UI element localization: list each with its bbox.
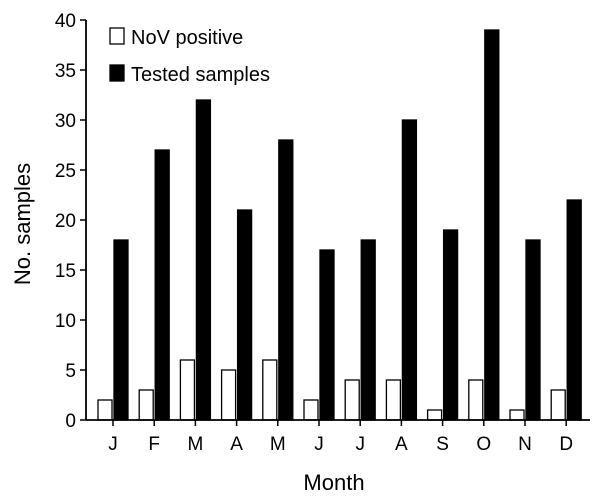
bar-nov-positive	[179, 359, 196, 421]
axes-group: J F M A M J J A S O N D 0 5 10 15 20 25 30 35 40	[55, 11, 590, 455]
bar-tested-samples	[525, 239, 541, 421]
legend-swatch-nov-positive	[109, 27, 125, 45]
bar-tested-samples	[484, 29, 500, 421]
x-tick-label: O	[476, 434, 491, 455]
bar-nov-positive	[220, 369, 237, 421]
x-tick-label: S	[436, 434, 449, 455]
y-axis-title: No. samples	[10, 163, 35, 285]
bar-nov-positive	[303, 399, 319, 421]
bar-nov-positive	[468, 379, 484, 421]
y-tick-label: 15	[55, 261, 76, 282]
x-tick-label: M	[187, 434, 203, 455]
legend: NoV positive Tested samples	[109, 27, 270, 86]
x-tick-label: J	[314, 434, 324, 455]
bar-tested-samples	[236, 209, 253, 421]
bar-nov-positive	[262, 359, 278, 421]
bar-nov-positive	[97, 399, 113, 421]
x-tick-label: J	[108, 434, 118, 455]
bar-tested-samples	[154, 149, 170, 421]
bar-tested-samples	[278, 139, 294, 421]
bar-nov-positive	[426, 409, 443, 421]
bar-tested-samples	[401, 119, 418, 421]
y-tick-label: 40	[55, 11, 76, 32]
x-tick-label: D	[559, 434, 573, 455]
bar-nov-positive	[344, 379, 360, 421]
bar-nov-positive	[550, 389, 566, 421]
y-tick-label: 25	[55, 161, 76, 182]
bar-nov-positive	[138, 389, 154, 421]
x-tick-label: A	[395, 434, 408, 455]
y-tick-label: 35	[55, 61, 76, 82]
x-tick-label: M	[270, 434, 286, 455]
legend-label-tested-samples: Tested samples	[131, 64, 270, 86]
y-tick-label: 10	[55, 311, 76, 332]
legend-swatch-tested-samples	[109, 64, 125, 82]
y-tick-label: 20	[55, 211, 76, 232]
x-tick-label: A	[230, 434, 243, 455]
x-tick-label: F	[148, 434, 160, 455]
x-tick-label: J	[355, 434, 365, 455]
bars-group	[97, 29, 582, 421]
bar-tested-samples	[319, 249, 335, 421]
y-tick-label: 0	[65, 411, 76, 432]
bar-nov-positive	[385, 379, 402, 421]
bar-tested-samples	[195, 99, 212, 421]
bar-tested-samples	[113, 239, 129, 421]
x-tick-label: N	[518, 434, 532, 455]
bar-tested-samples	[442, 229, 459, 421]
bar-tested-samples	[360, 239, 376, 421]
y-tick-label: 30	[55, 111, 76, 132]
bar-nov-positive	[509, 409, 525, 421]
x-axis-title: Month	[303, 470, 364, 495]
bar-tested-samples	[566, 199, 582, 421]
y-tick-label: 5	[65, 361, 76, 382]
legend-label-nov-positive: NoV positive	[131, 27, 243, 49]
